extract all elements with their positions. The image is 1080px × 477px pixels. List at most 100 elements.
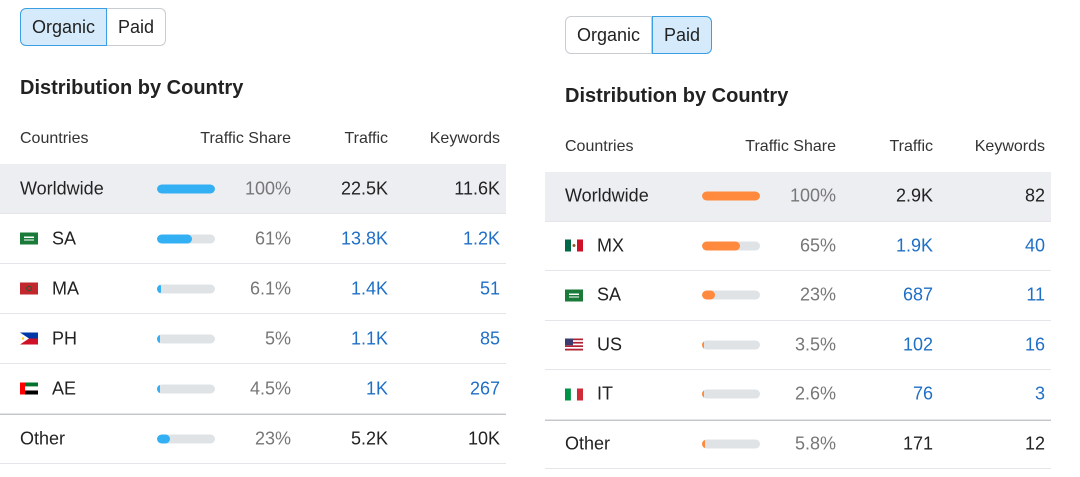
country-cell: MX [565, 235, 624, 256]
share-bar-track [702, 389, 760, 399]
keywords: 10K [467, 428, 500, 449]
share-bar-track [157, 334, 215, 343]
flag [20, 232, 38, 245]
table-row: SA 61% 13.8K 1.2K [0, 214, 506, 264]
country-name[interactable]: SA [597, 284, 622, 305]
traffic[interactable]: 76 [912, 383, 933, 404]
share-bar [157, 284, 161, 293]
traffic-share: 100% [789, 185, 836, 206]
share-bar-track [157, 234, 215, 243]
column-header: Countries [565, 138, 634, 155]
share-bar [157, 384, 160, 393]
country-name[interactable]: IT [597, 383, 613, 404]
keywords[interactable]: 267 [469, 378, 500, 398]
keywords[interactable]: 51 [479, 278, 500, 298]
keywords: 82 [1024, 185, 1045, 206]
traffic[interactable]: 13.8K [340, 228, 388, 248]
country-cell: Worldwide [565, 186, 649, 207]
traffic-share: 23% [799, 284, 836, 305]
share-bar [702, 191, 760, 201]
share-bar-track [702, 241, 760, 251]
column-header: Keywords [429, 130, 500, 147]
table-row: Other 23% 5.2K 10K [0, 414, 506, 464]
flag [565, 239, 583, 252]
traffic[interactable]: 687 [902, 284, 933, 305]
share-bar-track [157, 184, 215, 193]
traffic: 5.2K [350, 428, 388, 449]
table-row: Other 5.8% 171 12 [545, 419, 1051, 469]
traffic-share: 6.1% [249, 278, 291, 298]
traffic-share: 61% [254, 228, 291, 248]
country-name: Other [20, 428, 66, 449]
country-name: Worldwide [565, 185, 649, 206]
flag [20, 332, 38, 345]
country-cell: US [565, 334, 622, 355]
table-row: MX 65% 1.9K 40 [545, 222, 1051, 271]
keywords: 12 [1024, 433, 1045, 454]
traffic[interactable]: 1.1K [350, 328, 388, 348]
traffic-share: 2.6% [794, 383, 836, 404]
panel: Organic Paid Distribution by Country Countr… [0, 0, 506, 469]
share-bar [702, 290, 716, 300]
country-cell: AE [20, 378, 76, 399]
keywords: 11.6K [454, 178, 500, 198]
country-cell: Other [565, 434, 610, 455]
tab-button[interactable]: Organic [565, 16, 653, 54]
country-name[interactable]: AE [52, 378, 77, 398]
keywords[interactable]: 16 [1024, 334, 1045, 355]
tab-button[interactable]: Paid [107, 8, 167, 46]
panel: Organic Paid Distribution by Country Countr… [545, 8, 1051, 477]
table-body: Worldwide 100% 22.5K 11.6K SA 61% 13.8K 1.2K MA 6… [0, 164, 506, 464]
traffic: 22.5K [340, 178, 388, 198]
country-name: Other [565, 433, 611, 454]
country-name[interactable]: SA [52, 228, 77, 248]
tab-group: Organic Paid [20, 8, 167, 46]
table-row: PH 5% 1.1K 85 [0, 314, 506, 364]
country-name[interactable]: MX [597, 235, 624, 256]
keywords[interactable]: 11 [1026, 284, 1045, 305]
table-row: MA 6.1% 1.4K 51 [0, 264, 506, 314]
country-cell: IT [565, 384, 613, 405]
keywords[interactable]: 3 [1034, 383, 1045, 404]
share-bar-track [157, 284, 215, 293]
column-header: Traffic Share [745, 138, 836, 155]
share-bar-track [702, 290, 760, 300]
country-name[interactable]: US [597, 334, 623, 355]
table-row: IT 2.6% 76 3 [545, 370, 1051, 420]
traffic-share: 100% [244, 178, 291, 198]
tab-button[interactable]: Paid [652, 16, 713, 54]
country-name[interactable]: MA [52, 278, 79, 298]
keywords[interactable]: 85 [479, 328, 500, 348]
column-header: Traffic [889, 138, 933, 155]
country-name: Worldwide [20, 178, 104, 198]
table-row: Worldwide 100% 22.5K 11.6K [0, 164, 506, 214]
flag [565, 289, 583, 302]
traffic[interactable]: 102 [902, 334, 933, 355]
traffic[interactable]: 1K [365, 378, 388, 398]
share-bar [157, 234, 193, 243]
traffic-share: 65% [799, 235, 836, 256]
flag [20, 382, 38, 395]
country-cell: PH [20, 328, 77, 349]
tab-button[interactable]: Organic [20, 8, 108, 46]
share-bar-track [702, 340, 760, 350]
share-bar [157, 184, 215, 193]
share-bar [702, 389, 704, 399]
table-row: SA 23% 687 11 [545, 271, 1051, 321]
keywords[interactable]: 1.2K [462, 228, 500, 248]
section-title: Distribution by Country [20, 77, 244, 99]
country-cell: Worldwide [20, 178, 104, 199]
country-cell: Other [20, 429, 65, 450]
column-header: Traffic Share [200, 130, 291, 147]
table-header: Countries Traffic Share Traffic Keywords [545, 138, 1051, 162]
keywords[interactable]: 40 [1024, 235, 1045, 256]
section-title: Distribution by Country [565, 85, 789, 107]
country-name[interactable]: PH [52, 328, 78, 348]
tab-group: Organic Paid [565, 16, 713, 54]
share-bar [157, 334, 160, 343]
share-bar-track [157, 434, 215, 444]
traffic[interactable]: 1.9K [895, 235, 933, 256]
traffic[interactable]: 1.4K [350, 278, 388, 298]
share-bar [702, 340, 705, 350]
table-body: Worldwide 100% 2.9K 82 MX 65% 1.9K 40 SA 23% 687 11… [545, 172, 1051, 469]
